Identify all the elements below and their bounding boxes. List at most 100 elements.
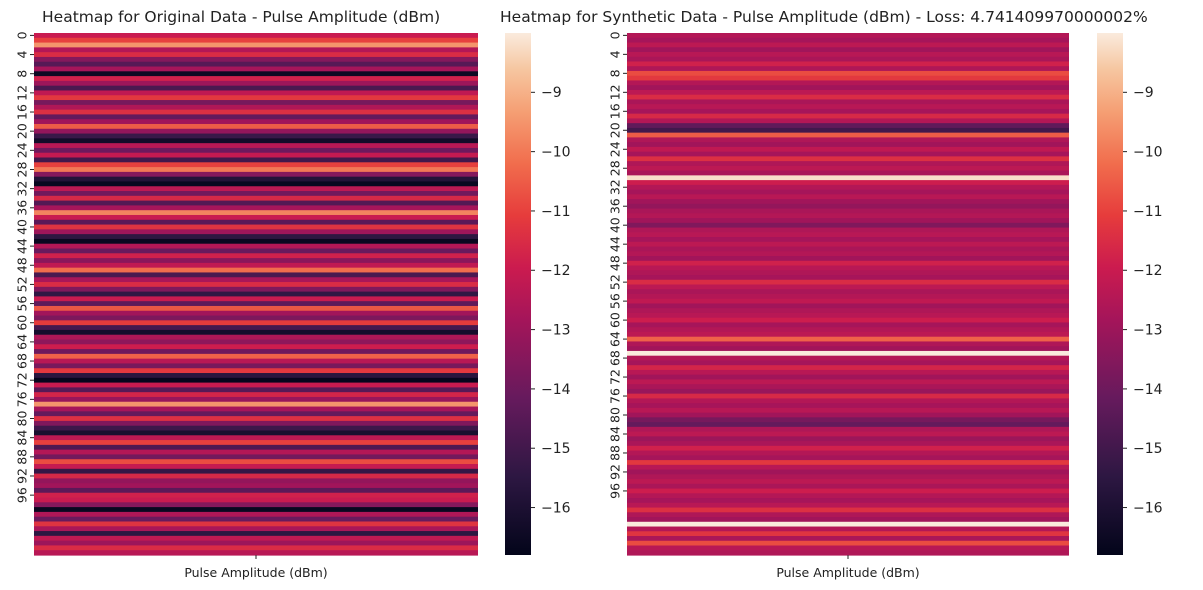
heatmap-cell	[34, 181, 478, 187]
y-tick-label: 4	[14, 51, 29, 59]
heatmap-cell	[627, 369, 1069, 376]
y-tick-label: 8	[14, 70, 29, 78]
y-tick-label: 64	[14, 334, 29, 350]
heatmap-cell	[34, 214, 478, 221]
heatmap-cell	[34, 143, 478, 149]
heatmap-cell	[627, 502, 1069, 509]
heatmap-cell	[627, 194, 1069, 200]
heatmap-cell	[34, 85, 478, 92]
y-tick-label: 32	[14, 181, 29, 197]
heatmap-cell	[34, 114, 478, 120]
y-tick-label: 40	[607, 217, 622, 233]
y-tick-label: 4	[607, 50, 622, 58]
heatmap-cell	[34, 521, 478, 527]
heatmap-cell	[627, 61, 1069, 67]
heatmap-cell	[34, 195, 478, 202]
heatmap-cell	[627, 118, 1069, 124]
heatmap-cell	[34, 229, 478, 235]
y-tick-label: 40	[14, 219, 29, 235]
heatmap-cell	[627, 279, 1069, 286]
heatmap-cell	[627, 350, 1069, 357]
heatmap-cell	[627, 265, 1069, 271]
colorbar-tick-label: −11	[1133, 204, 1163, 220]
heatmap-cell	[34, 497, 478, 503]
y-tick-label: 24	[607, 141, 622, 157]
heatmap-cell	[627, 222, 1069, 229]
heatmap-cell	[34, 406, 478, 412]
heatmap-cell	[627, 479, 1069, 485]
heatmap-cell	[34, 119, 478, 125]
heatmap-cell	[627, 237, 1069, 243]
heatmap-cell	[34, 234, 478, 240]
colorbar	[505, 33, 531, 555]
heatmap-cell	[34, 550, 478, 556]
heatmap-cell	[34, 47, 478, 53]
heatmap-cell	[627, 80, 1069, 86]
heatmap-cell	[627, 388, 1069, 395]
heatmap-cell	[34, 459, 478, 465]
heatmap-cell	[34, 449, 478, 456]
heatmap-cell	[627, 146, 1069, 153]
y-tick-label: 16	[14, 104, 29, 120]
heatmap-cell	[627, 203, 1069, 210]
colorbar-tick-label: −12	[1133, 263, 1163, 279]
heatmap-cell	[34, 392, 478, 398]
heatmap-cell	[34, 349, 478, 355]
heatmap-cell	[34, 90, 478, 96]
heatmap-cell	[34, 147, 478, 154]
heatmap-cell	[34, 310, 478, 317]
heatmap-cell	[627, 512, 1069, 518]
heatmap-cell	[34, 76, 478, 82]
chart-title-original: Heatmap for Original Data - Pulse Amplit…	[42, 8, 441, 26]
heatmap-cell	[34, 238, 478, 245]
heatmap-cell	[34, 133, 478, 139]
heatmap-cell	[627, 303, 1069, 309]
heatmap-cell	[627, 412, 1069, 418]
heatmap-cell	[627, 151, 1069, 157]
heatmap-cell	[627, 540, 1069, 547]
heatmap-cell	[34, 286, 478, 293]
heatmap-cell	[34, 320, 478, 326]
heatmap-cell	[34, 258, 478, 264]
heatmap-cell	[627, 127, 1069, 134]
heatmap-cell	[34, 540, 478, 547]
heatmap-cell	[627, 275, 1069, 281]
colorbar-tick-label: −14	[541, 382, 571, 398]
heatmap-cell	[34, 277, 478, 283]
heatmap-cell	[627, 294, 1069, 300]
y-tick-label: 84	[14, 430, 29, 446]
heatmap-cell	[627, 51, 1069, 58]
heatmap-cell	[34, 425, 478, 432]
heatmap-cell	[34, 128, 478, 135]
heatmap-cell	[34, 191, 478, 197]
heatmap-cell	[34, 219, 478, 226]
heatmap-cell	[627, 469, 1069, 475]
y-tick-label: 44	[607, 236, 622, 252]
y-tick-label: 72	[14, 372, 29, 388]
heatmap-cell	[34, 334, 478, 341]
heatmap-cell	[627, 108, 1069, 115]
heatmap-cell	[627, 175, 1069, 181]
heatmap-cell	[627, 403, 1069, 409]
heatmap-cell	[34, 435, 478, 441]
heatmap-cell	[34, 224, 478, 230]
heatmap-cell	[34, 272, 478, 278]
heatmap-cell	[34, 411, 478, 417]
heatmap-cell	[627, 493, 1069, 499]
heatmap-cell	[627, 33, 1069, 39]
heatmap-cell	[627, 180, 1069, 186]
heatmap-cell	[627, 398, 1069, 404]
heatmap-cell	[34, 291, 478, 297]
heatmap-cell	[627, 123, 1069, 129]
heatmap-cell	[627, 488, 1069, 494]
heatmap-cell	[627, 142, 1069, 148]
y-tick-label: 20	[14, 123, 29, 139]
heatmap-cell	[627, 360, 1069, 366]
heatmap-cell	[34, 444, 478, 451]
colorbar-tick-label: −15	[1133, 441, 1163, 457]
heatmap-cell	[627, 455, 1069, 461]
heatmap-cell	[627, 270, 1069, 276]
heatmap-cell	[627, 66, 1069, 72]
y-tick-label: 80	[607, 407, 622, 423]
heatmap-cell	[627, 317, 1069, 324]
